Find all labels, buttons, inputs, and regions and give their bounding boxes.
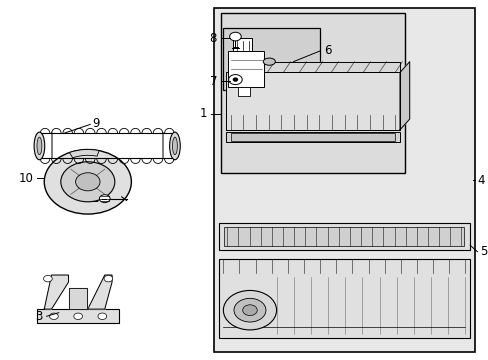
Polygon shape	[235, 62, 399, 72]
Text: 8: 8	[209, 32, 217, 45]
Circle shape	[76, 173, 100, 191]
Polygon shape	[88, 275, 112, 309]
Circle shape	[104, 275, 113, 282]
Text: 3: 3	[35, 310, 43, 323]
Polygon shape	[225, 72, 399, 130]
Polygon shape	[69, 288, 87, 309]
Text: 10: 10	[19, 172, 34, 185]
Circle shape	[49, 313, 58, 319]
Bar	[224, 226, 464, 246]
Circle shape	[228, 75, 242, 85]
Polygon shape	[399, 62, 409, 130]
Bar	[237, 87, 249, 96]
Text: 6: 6	[324, 44, 331, 57]
Circle shape	[43, 275, 52, 282]
Ellipse shape	[172, 137, 177, 155]
Text: 1: 1	[200, 107, 207, 120]
Circle shape	[223, 291, 276, 330]
Bar	[223, 28, 320, 90]
Bar	[230, 134, 394, 140]
Circle shape	[74, 313, 82, 319]
Ellipse shape	[169, 132, 180, 160]
Circle shape	[44, 149, 131, 214]
Bar	[225, 132, 399, 142]
Circle shape	[98, 313, 106, 319]
Bar	[233, 39, 252, 51]
Circle shape	[99, 195, 110, 203]
Bar	[37, 309, 119, 323]
Text: 7: 7	[209, 75, 217, 88]
Bar	[221, 13, 404, 173]
Text: 4: 4	[476, 174, 484, 186]
Text: 2: 2	[91, 192, 98, 205]
Circle shape	[233, 78, 237, 81]
Circle shape	[61, 162, 115, 202]
Circle shape	[242, 305, 257, 316]
Circle shape	[229, 32, 241, 41]
Ellipse shape	[34, 132, 44, 160]
Circle shape	[234, 298, 265, 322]
Ellipse shape	[37, 137, 42, 155]
Ellipse shape	[263, 58, 275, 65]
Bar	[213, 8, 474, 352]
Bar	[228, 51, 264, 87]
Bar	[218, 259, 469, 338]
Text: 5: 5	[479, 245, 486, 258]
Text: 9: 9	[92, 117, 100, 130]
Polygon shape	[44, 275, 68, 309]
Wedge shape	[69, 149, 99, 158]
Bar	[218, 223, 469, 250]
